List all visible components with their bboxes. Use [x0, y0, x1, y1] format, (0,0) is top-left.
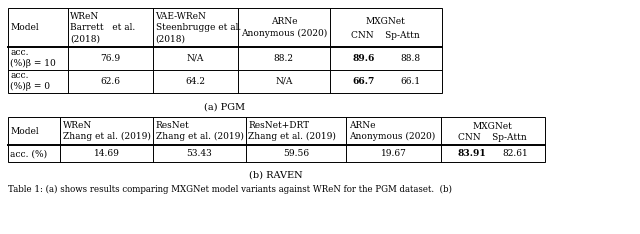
Bar [8, 117, 545, 162]
Text: ResNet
Zhang et al. (2019): ResNet Zhang et al. (2019) [156, 121, 243, 141]
Text: CNN    Sp-Attn: CNN Sp-Attn [351, 32, 420, 40]
Text: VAE-WReN
Steenbrugge et al.
(2018): VAE-WReN Steenbrugge et al. (2018) [156, 12, 241, 43]
Text: MXGNet: MXGNet [365, 17, 406, 26]
Bar [8, 8, 442, 93]
Text: Model: Model [10, 127, 39, 135]
Text: 82.61: 82.61 [503, 149, 529, 158]
Text: 66.7: 66.7 [352, 77, 374, 86]
Text: N/A: N/A [187, 54, 204, 63]
Text: 14.69: 14.69 [93, 149, 120, 158]
Text: MXGNet: MXGNet [473, 122, 513, 131]
Text: 88.2: 88.2 [274, 54, 294, 63]
Text: acc.
(%)β = 10: acc. (%)β = 10 [10, 48, 56, 68]
Text: CNN    Sp-Attn: CNN Sp-Attn [458, 133, 527, 142]
Text: WReN
Barrett   et al.
(2018): WReN Barrett et al. (2018) [70, 12, 136, 43]
Text: acc. (%): acc. (%) [10, 149, 47, 158]
Text: (b) RAVEN: (b) RAVEN [250, 171, 303, 180]
Text: 83.91: 83.91 [458, 149, 486, 158]
Text: 59.56: 59.56 [283, 149, 309, 158]
Text: N/A: N/A [275, 77, 292, 86]
Text: ARNe
Anonymous (2020): ARNe Anonymous (2020) [241, 17, 327, 38]
Text: ARNe
Anonymous (2020): ARNe Anonymous (2020) [349, 121, 435, 141]
Text: 53.43: 53.43 [186, 149, 212, 158]
Text: 19.67: 19.67 [381, 149, 406, 158]
Text: 88.8: 88.8 [400, 54, 420, 63]
Text: 76.9: 76.9 [100, 54, 120, 63]
Text: 89.6: 89.6 [352, 54, 374, 63]
Text: (a) PGM: (a) PGM [204, 102, 245, 111]
Text: Model: Model [10, 23, 39, 32]
Text: 62.6: 62.6 [100, 77, 120, 86]
Text: WReN
Zhang et al. (2019): WReN Zhang et al. (2019) [63, 121, 150, 141]
Text: ResNet+DRT
Zhang et al. (2019): ResNet+DRT Zhang et al. (2019) [248, 121, 336, 141]
Text: acc.
(%)β = 0: acc. (%)β = 0 [10, 71, 51, 91]
Text: 66.1: 66.1 [400, 77, 420, 86]
Text: 64.2: 64.2 [186, 77, 205, 86]
Text: Table 1: (a) shows results comparing MXGNet model variants against WReN for the : Table 1: (a) shows results comparing MXG… [8, 185, 452, 194]
